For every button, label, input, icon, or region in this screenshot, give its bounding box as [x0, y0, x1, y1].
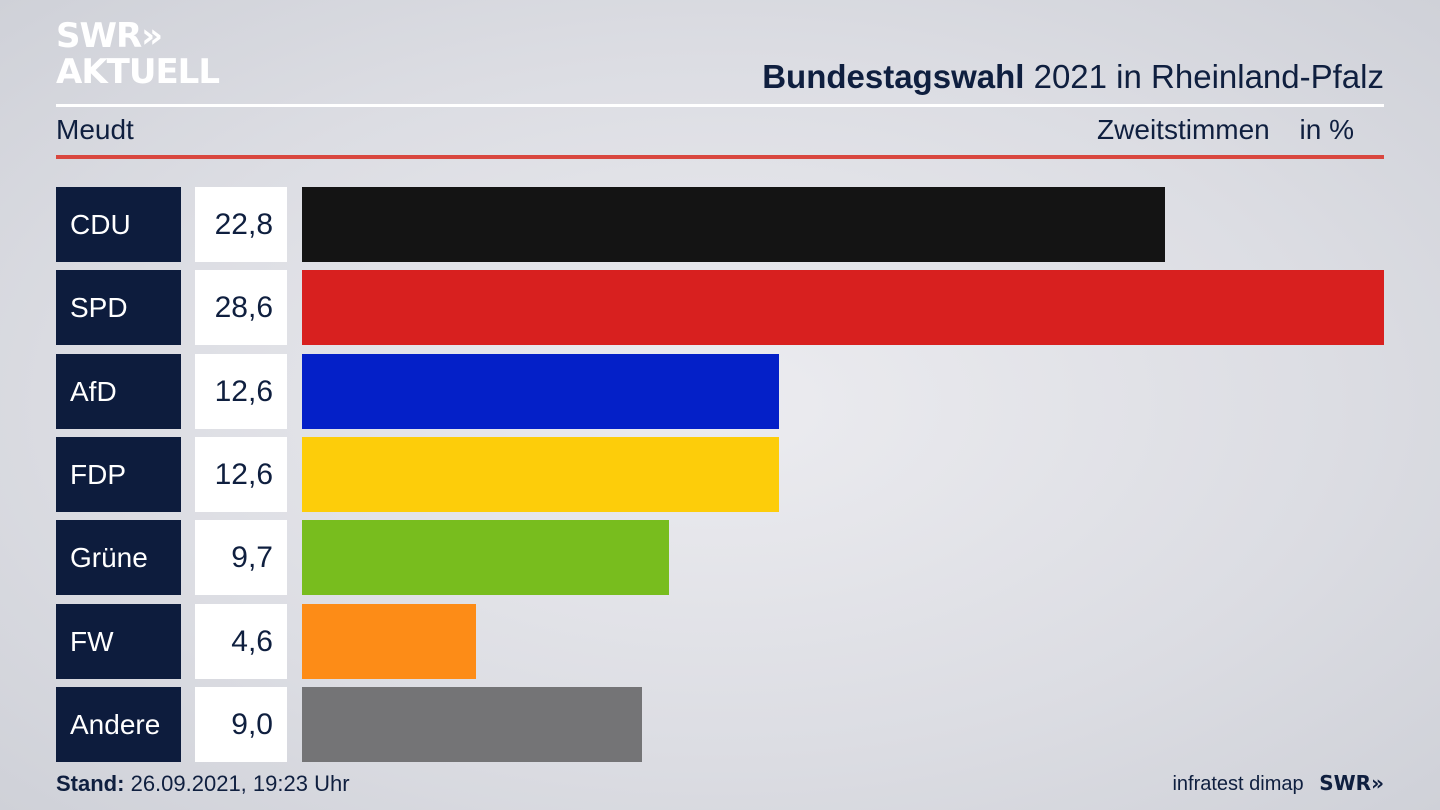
value-label: 9,7	[195, 520, 287, 596]
unit-text: in %	[1299, 114, 1354, 145]
header-divider	[56, 104, 1384, 107]
bar-row: FW 4,6	[56, 603, 1384, 679]
accent-divider	[56, 155, 1384, 159]
bar	[302, 270, 1384, 346]
party-label: FW	[56, 603, 181, 679]
value-label: 9,0	[195, 686, 287, 762]
bar	[302, 520, 669, 596]
bar-row: CDU 22,8	[56, 187, 1384, 262]
bar-row: AfD 12,6	[56, 353, 1384, 429]
value-label: 4,6	[195, 603, 287, 679]
title-rest: 2021 in Rheinland-Pfalz	[1033, 58, 1384, 95]
swr-aktuell-logo: SWR» AKTUELL	[56, 16, 220, 92]
bar	[302, 353, 779, 429]
party-label: AfD	[56, 353, 181, 429]
logo-line-1: SWR»	[56, 16, 163, 56]
bar	[302, 436, 779, 512]
bar-row: Grüne 9,7	[56, 520, 1384, 596]
source-text: infratest dimap	[1172, 773, 1304, 795]
party-label: SPD	[56, 270, 181, 346]
measure-label: Zweitstimmen in %	[1097, 114, 1354, 146]
bar-row: SPD 28,6	[56, 270, 1384, 346]
stand-value: 26.09.2021, 19:23 Uhr	[130, 771, 350, 796]
bar	[302, 603, 476, 679]
party-label: FDP	[56, 436, 181, 512]
party-label: Grüne	[56, 520, 181, 596]
bar-row: Andere 9,0	[56, 686, 1384, 762]
title-bold: Bundestagswahl	[762, 58, 1025, 95]
bar	[302, 686, 642, 762]
measure-text: Zweitstimmen	[1097, 114, 1270, 145]
value-label: 28,6	[195, 270, 287, 346]
stand-label: Stand:	[56, 771, 125, 796]
value-label: 22,8	[195, 187, 287, 262]
party-label: Andere	[56, 686, 181, 762]
bar-row: FDP 12,6	[56, 436, 1384, 512]
swr-brand-logo: SWR»	[1319, 771, 1384, 795]
logo-line-2: AKTUELL	[56, 52, 220, 92]
source-credit: infratest dimap SWR»	[1172, 771, 1384, 796]
page-title: Bundestagswahl 2021 in Rheinland-Pfalz	[762, 58, 1384, 96]
bar	[302, 187, 1165, 262]
value-label: 12,6	[195, 353, 287, 429]
location-label: Meudt	[56, 114, 134, 145]
party-label: CDU	[56, 187, 181, 262]
timestamp: Stand: 26.09.2021, 19:23 Uhr	[56, 771, 350, 797]
value-label: 12,6	[195, 436, 287, 512]
